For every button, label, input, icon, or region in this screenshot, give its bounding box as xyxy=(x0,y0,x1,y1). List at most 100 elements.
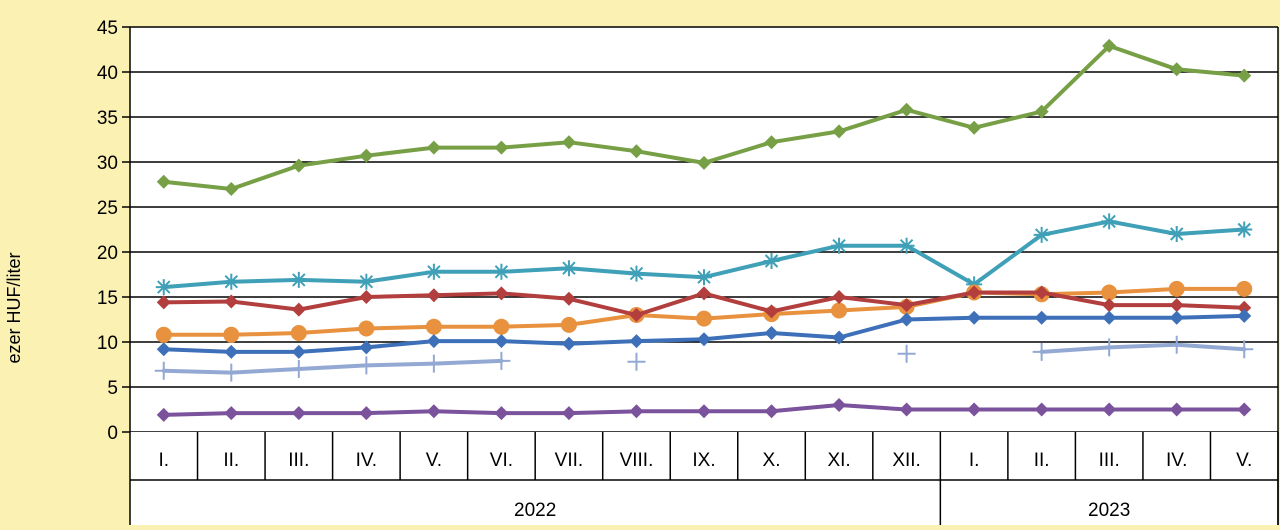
data-point xyxy=(290,271,307,288)
data-point xyxy=(1235,340,1254,359)
data-point xyxy=(764,326,779,340)
data-point xyxy=(289,360,308,378)
data-point xyxy=(899,312,914,327)
x-tick-label: II. xyxy=(1034,450,1050,471)
data-point xyxy=(1169,62,1184,77)
x-tick-label: II. xyxy=(223,450,239,471)
data-point xyxy=(358,320,375,337)
data-point xyxy=(1167,335,1186,354)
data-point xyxy=(1034,285,1049,300)
data-point xyxy=(156,174,171,189)
series-6 xyxy=(156,398,1252,422)
data-point xyxy=(697,404,711,419)
data-point xyxy=(224,406,239,421)
data-point xyxy=(1236,280,1253,297)
data-point xyxy=(1102,298,1117,313)
data-point xyxy=(1034,402,1049,417)
data-point xyxy=(291,344,306,359)
data-point xyxy=(898,237,915,254)
data-point xyxy=(359,406,374,421)
x-tick-label: III. xyxy=(288,450,309,471)
data-point xyxy=(627,352,646,371)
data-point xyxy=(359,148,374,163)
series-4 xyxy=(156,308,1252,359)
data-point xyxy=(629,144,644,159)
y-tick-label: 15 xyxy=(97,288,118,309)
y-tick-label: 25 xyxy=(97,198,118,219)
data-point xyxy=(223,326,240,343)
data-point xyxy=(222,363,241,382)
x-tick-label: V. xyxy=(426,450,442,471)
data-point xyxy=(561,135,576,150)
data-point xyxy=(897,344,916,363)
data-point xyxy=(156,342,171,357)
data-point xyxy=(494,334,509,349)
data-point xyxy=(291,302,306,317)
data-point xyxy=(696,310,712,327)
data-point xyxy=(426,288,441,303)
data-point xyxy=(291,406,306,421)
data-point xyxy=(291,158,306,173)
x-tick-label: I. xyxy=(158,450,169,471)
data-point xyxy=(154,361,173,380)
series-5 xyxy=(154,335,1254,382)
data-point xyxy=(832,124,847,139)
data-point xyxy=(223,273,240,290)
data-point xyxy=(1237,68,1252,83)
data-point xyxy=(832,290,847,304)
data-point xyxy=(425,318,442,335)
data-point xyxy=(357,356,376,375)
data-point xyxy=(560,260,577,277)
data-point xyxy=(831,302,848,319)
data-point xyxy=(155,279,172,296)
data-point xyxy=(494,406,509,421)
data-point xyxy=(697,286,711,301)
data-point xyxy=(561,336,576,351)
data-point xyxy=(832,330,847,345)
data-point xyxy=(1169,298,1184,313)
data-point xyxy=(224,344,239,359)
data-point xyxy=(426,404,441,419)
data-point xyxy=(831,237,848,254)
data-point xyxy=(1237,402,1252,417)
data-point xyxy=(629,308,644,322)
data-point xyxy=(697,332,711,347)
data-point xyxy=(764,404,779,419)
data-point xyxy=(629,404,644,419)
data-point xyxy=(967,402,982,417)
x-tick-label: XII. xyxy=(892,450,921,471)
data-point xyxy=(1168,226,1185,242)
axes xyxy=(122,26,1279,525)
year-label: 2023 xyxy=(1088,500,1130,521)
data-point xyxy=(224,182,239,196)
y-tick-label: 40 xyxy=(97,63,118,84)
data-point xyxy=(899,402,914,417)
data-point xyxy=(156,407,171,422)
x-tick-label: VIII. xyxy=(620,450,654,471)
data-point xyxy=(1033,226,1050,243)
data-point xyxy=(967,310,982,325)
x-tick-label: VI. xyxy=(490,450,513,471)
x-tick-label: III. xyxy=(1099,450,1120,471)
data-point xyxy=(1034,104,1049,119)
data-point xyxy=(561,406,576,421)
year-label: 2022 xyxy=(514,500,556,521)
data-point xyxy=(1101,213,1118,230)
y-axis-title: ezer HUF/liter xyxy=(4,252,24,363)
data-point xyxy=(493,318,510,335)
data-point xyxy=(494,140,509,155)
data-point xyxy=(697,155,711,170)
data-point xyxy=(493,263,510,280)
data-point xyxy=(764,304,779,319)
data-point xyxy=(426,140,441,155)
data-point xyxy=(1237,300,1252,315)
data-point xyxy=(832,398,847,412)
data-point xyxy=(696,269,712,286)
data-point xyxy=(1102,402,1117,417)
series-line xyxy=(161,342,1247,375)
data-point xyxy=(1102,38,1117,53)
data-point xyxy=(358,273,375,290)
series-3 xyxy=(156,285,1252,322)
